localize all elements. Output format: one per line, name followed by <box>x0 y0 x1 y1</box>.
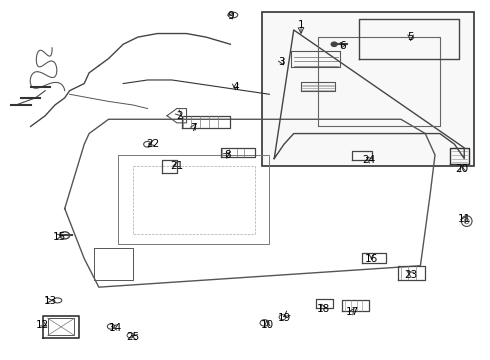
Text: 1: 1 <box>298 19 304 30</box>
Text: 4: 4 <box>232 82 239 92</box>
Text: 3: 3 <box>278 57 285 67</box>
Text: 21: 21 <box>170 161 183 171</box>
Text: 7: 7 <box>191 123 197 133</box>
Text: 6: 6 <box>339 41 346 51</box>
Text: 14: 14 <box>109 323 122 333</box>
Text: 8: 8 <box>224 150 231 160</box>
Text: 17: 17 <box>345 307 359 317</box>
Text: 13: 13 <box>44 296 57 306</box>
Text: 19: 19 <box>277 312 291 323</box>
Text: 10: 10 <box>260 320 273 330</box>
Text: 24: 24 <box>363 156 376 165</box>
Text: 9: 9 <box>227 11 234 21</box>
Text: 23: 23 <box>404 270 417 280</box>
Bar <box>262 12 474 166</box>
Text: 11: 11 <box>458 214 471 224</box>
Ellipse shape <box>331 42 337 46</box>
Text: 20: 20 <box>455 164 468 174</box>
Text: 15: 15 <box>53 232 67 242</box>
Text: 25: 25 <box>126 332 140 342</box>
Text: 16: 16 <box>365 253 378 264</box>
Text: 18: 18 <box>317 303 330 314</box>
Text: 22: 22 <box>146 139 159 149</box>
Text: 5: 5 <box>407 32 414 42</box>
Text: 2: 2 <box>176 111 183 121</box>
Text: 12: 12 <box>36 320 49 330</box>
